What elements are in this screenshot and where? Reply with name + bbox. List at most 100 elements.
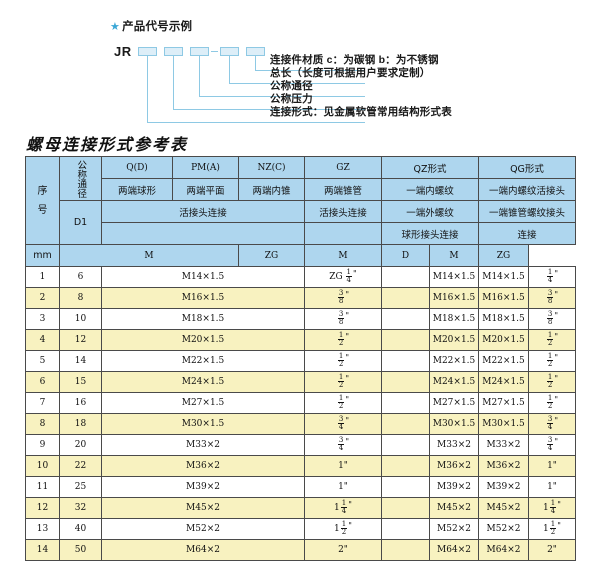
- cell-qz-d: M30×1.5: [429, 413, 479, 435]
- cell-qg-m: M36×2: [478, 455, 529, 477]
- cell-seq: 8: [25, 413, 60, 435]
- header-qz-inner-thread: 一端内螺纹: [381, 178, 479, 201]
- callout-nominal-bore: 公称通径: [270, 80, 313, 92]
- cell-gz-zg: 1": [304, 455, 382, 477]
- table-row: 4 12 M20×1.5 1 2 " M20×1.5 M20×1.5 1 2 ": [25, 329, 576, 351]
- cell-qz-m: [381, 455, 430, 477]
- header-group-gz: GZ: [304, 156, 382, 179]
- cell-qg-zg: 1 1 2 ": [528, 518, 576, 540]
- header-qd-blank: [101, 222, 305, 245]
- cell-thread-m: M27×1.5: [101, 392, 305, 414]
- cell-qz-m: [381, 350, 430, 372]
- cell-qg-zg: 1 2 ": [528, 350, 576, 372]
- cell-qg-zg: 3 4 ": [528, 413, 576, 435]
- cell-qz-m: [381, 497, 430, 519]
- cell-qg-zg: 1 2 ": [528, 371, 576, 393]
- cell-seq: 14: [25, 539, 60, 561]
- cell-nominal-bore: 25: [59, 476, 102, 498]
- code-box-5: [246, 47, 265, 56]
- cell-thread-m: M36×2: [101, 455, 305, 477]
- cell-qz-d: M18×1.5: [429, 308, 479, 330]
- cell-gz-zg: 1 1 2 ": [304, 518, 382, 540]
- leader-h-4: [173, 109, 365, 110]
- cell-qg-zg: 2": [528, 539, 576, 561]
- header-qg-inner-thread: 一端内螺纹活接头: [478, 178, 576, 201]
- cell-seq: 9: [25, 434, 60, 456]
- diagram-heading: ★ 产品代号示例: [110, 18, 192, 34]
- cell-seq: 11: [25, 476, 60, 498]
- table-body: 1 6 M14×1.5 ZG 1 4 " M14×1.5 M14×1.5 1 4 " 2 8 M16×1.…: [25, 266, 576, 561]
- callout-connect-type: 连接形式：见金属软管常用结构形式表: [270, 106, 452, 118]
- header-group-qz: QZ形式: [381, 156, 479, 179]
- header-row-ends: 两端球形 两端平面 两端内锥 两端锥管 一端内螺纹 一端内螺纹活接头: [26, 178, 576, 201]
- callout-nominal-press: 公称压力: [270, 93, 313, 105]
- cell-seq: 7: [25, 392, 60, 414]
- header-seq-line2: 号: [37, 204, 48, 216]
- cell-nominal-bore: 32: [59, 497, 102, 519]
- cell-seq: 6: [25, 371, 60, 393]
- header-unit-mm: mm: [25, 244, 60, 267]
- cell-qg-m: M18×1.5: [478, 308, 529, 330]
- star-icon: ★: [110, 21, 121, 33]
- cell-gz-zg: 1 2 ": [304, 350, 382, 372]
- cell-nominal-bore: 10: [59, 308, 102, 330]
- cell-nominal-bore: 22: [59, 455, 102, 477]
- table-row: 11 25 M39×2 1" M39×2 M39×2 1": [25, 476, 576, 498]
- cell-qz-d: M20×1.5: [429, 329, 479, 351]
- cell-qg-zg: 3 8 ": [528, 287, 576, 309]
- header-unit-qg-zg: ZG: [478, 244, 529, 267]
- callout-material: 连接件材质 c：为碳钢 b：为不锈钢: [270, 54, 439, 66]
- leader-v-1: [255, 56, 256, 70]
- cell-qg-zg: 3 8 ": [528, 308, 576, 330]
- cell-qz-d: M14×1.5: [429, 266, 479, 288]
- code-prefix-label: JR: [114, 44, 132, 59]
- header-seq-line1: 序: [37, 185, 48, 197]
- cell-qg-zg: 1 2 ": [528, 329, 576, 351]
- leader-h-2: [229, 83, 365, 84]
- header-row-union: D1 活接头连接 活接头连接 一端外螺纹 一端锥管螺纹接头: [26, 200, 576, 245]
- cell-gz-zg: 2": [304, 539, 382, 561]
- header-group-pma: PM(A): [172, 156, 239, 179]
- table-row: 2 8 M16×1.5 3 8 " M16×1.5 M16×1.5 3 8 ": [25, 287, 576, 309]
- cell-qz-m: [381, 413, 430, 435]
- cell-gz-zg: 1 2 ": [304, 392, 382, 414]
- header-gz-ends: 两端锥管: [304, 178, 382, 201]
- nut-connection-table: 序 号 公称通径 Q(D) PM(A) NZ(C) GZ QZ形式 QG形式 两…: [25, 156, 576, 561]
- leader-v-3: [199, 56, 200, 96]
- cell-qz-m: [381, 392, 430, 414]
- header-unit-qg-m: M: [429, 244, 479, 267]
- spec-table-container: 序 号 公称通径 Q(D) PM(A) NZ(C) GZ QZ形式 QG形式 两…: [25, 156, 576, 561]
- cell-nominal-bore: 8: [59, 287, 102, 309]
- cell-seq: 4: [25, 329, 60, 351]
- leader-v-2: [229, 56, 230, 83]
- cell-qz-d: M39×2: [429, 476, 479, 498]
- cell-qg-zg: 1 2 ": [528, 392, 576, 414]
- cell-qz-m: [381, 371, 430, 393]
- cell-qg-m: M45×2: [478, 497, 529, 519]
- cell-gz-zg: 3 4 ": [304, 434, 382, 456]
- table-row: 1 6 M14×1.5 ZG 1 4 " M14×1.5 M14×1.5 1 4 ": [25, 266, 576, 288]
- header-nominal-d1: D1: [59, 200, 102, 245]
- cell-qz-d: M16×1.5: [429, 287, 479, 309]
- cell-qg-m: M20×1.5: [478, 329, 529, 351]
- cell-thread-m: M30×1.5: [101, 413, 305, 435]
- cell-qz-d: M33×2: [429, 434, 479, 456]
- cell-qg-m: M16×1.5: [478, 287, 529, 309]
- cell-seq: 13: [25, 518, 60, 540]
- cell-nominal-bore: 15: [59, 371, 102, 393]
- code-box-4: [220, 47, 239, 56]
- header-unit-zg-gz: ZG: [238, 244, 305, 267]
- header-gz-union: 活接头连接: [304, 200, 382, 223]
- table-row: 7 16 M27×1.5 1 2 " M27×1.5 M27×1.5 1 2 ": [25, 392, 576, 414]
- leader-v-5: [147, 56, 148, 122]
- cell-qg-m: M30×1.5: [478, 413, 529, 435]
- cell-qg-m: M39×2: [478, 476, 529, 498]
- callout-total-length: 总长（长度可根据用户要求定制）: [270, 67, 431, 79]
- cell-seq: 3: [25, 308, 60, 330]
- cell-nominal-bore: 18: [59, 413, 102, 435]
- cell-thread-m: M45×2: [101, 497, 305, 519]
- code-box-3: [190, 47, 209, 56]
- cell-gz-zg: 1 2 ": [304, 371, 382, 393]
- cell-qg-m: M24×1.5: [478, 371, 529, 393]
- header-qd-ends: 两端球形: [101, 178, 173, 201]
